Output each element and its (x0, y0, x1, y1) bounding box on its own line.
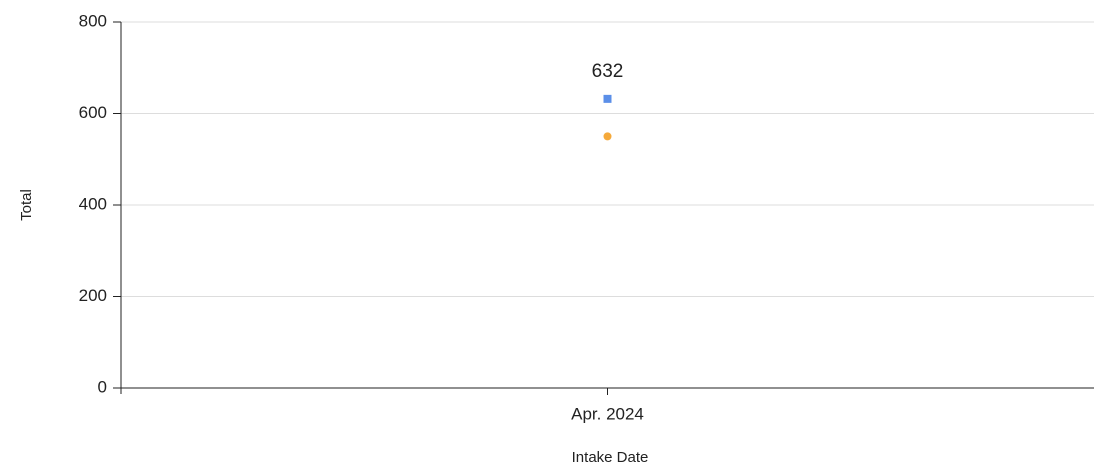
point (603, 132, 612, 141)
y-tick-label: 200 (79, 286, 107, 305)
y-tick-label: 400 (79, 194, 107, 213)
y-tick-label: 800 (79, 11, 107, 30)
point (603, 94, 612, 103)
x-axis-label: Intake Date (572, 449, 649, 466)
y-tick-label: 600 (79, 103, 107, 122)
y-tick-label: 0 (98, 377, 107, 396)
x-tick-label: Apr. 2024 (571, 404, 644, 423)
data-label: 632 (592, 61, 624, 82)
y-axis-label: Total (18, 189, 35, 221)
